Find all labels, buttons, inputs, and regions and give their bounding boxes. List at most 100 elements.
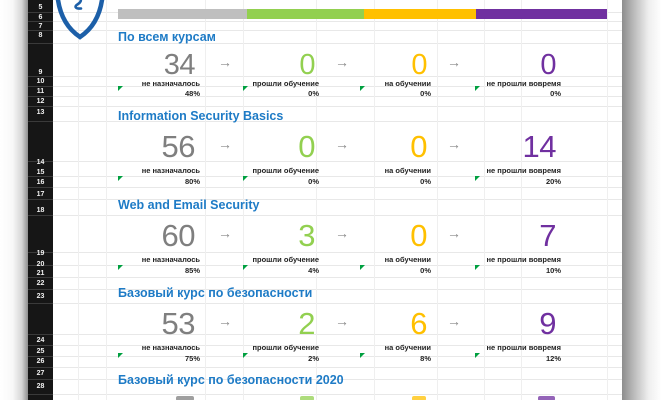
row-number-12[interactable]: 12 bbox=[36, 98, 45, 105]
flow-arrow-cell[interactable]: → bbox=[447, 136, 461, 152]
stat-label-cell[interactable]: прошли обучение bbox=[252, 343, 319, 352]
stat-value-cell[interactable]: 34 bbox=[163, 49, 196, 81]
gridline bbox=[52, 334, 622, 335]
stat-value-cell[interactable]: 6 bbox=[410, 306, 427, 341]
stat-value-cell[interactable]: 7 bbox=[539, 218, 556, 253]
row-number-22[interactable]: 22 bbox=[36, 280, 45, 287]
stat-value-cell[interactable]: 3 bbox=[298, 218, 315, 253]
row-number-23[interactable]: 23 bbox=[36, 293, 45, 300]
row-divider bbox=[28, 161, 53, 162]
stat-percent-cell[interactable]: 75% bbox=[184, 354, 200, 363]
row-number-27[interactable]: 27 bbox=[36, 370, 45, 377]
stat-value-cell[interactable]: 0 bbox=[299, 49, 315, 81]
stat-label-cell[interactable]: на обучении bbox=[384, 255, 431, 264]
stat-label-cell[interactable]: не прошли вовремя bbox=[486, 79, 561, 88]
stat-value-cell[interactable]: 60 bbox=[161, 218, 196, 253]
legend-bar-segment-in-progress bbox=[364, 9, 476, 19]
flow-arrow-cell[interactable]: → bbox=[218, 136, 232, 152]
stat-label-cell[interactable]: прошли обучение bbox=[252, 166, 319, 175]
row-number-10[interactable]: 10 bbox=[36, 78, 45, 85]
stat-value-cell[interactable]: 0 bbox=[411, 49, 427, 81]
row-number-14[interactable]: 14 bbox=[36, 159, 45, 166]
row-number-9[interactable]: 9 bbox=[38, 69, 43, 76]
row-number-16[interactable]: 16 bbox=[36, 179, 45, 186]
gridline bbox=[607, 0, 608, 400]
row-number-6[interactable]: 6 bbox=[38, 14, 43, 21]
flow-arrow-cell[interactable]: → bbox=[218, 313, 232, 329]
row-number-26[interactable]: 26 bbox=[36, 358, 45, 365]
row-divider bbox=[28, 215, 53, 216]
stat-label-cell[interactable]: не назначалось bbox=[141, 255, 200, 264]
section-title-cell[interactable]: Базовый курс по безопасности bbox=[118, 286, 313, 300]
stat-percent-cell[interactable]: 48% bbox=[184, 89, 200, 98]
stat-percent-cell[interactable]: 4% bbox=[308, 266, 319, 275]
stat-label-cell[interactable]: на обучении bbox=[384, 343, 431, 352]
stat-percent-cell[interactable]: 0% bbox=[420, 89, 431, 98]
row-number-8[interactable]: 8 bbox=[38, 32, 43, 39]
gridline bbox=[78, 0, 79, 400]
row-header-strip[interactable]: 5 6 7 8 9 10 11 12 13 14 15 16 17 18 19 20 21 22 23 24 25 26 2… bbox=[28, 0, 53, 400]
row-number-25[interactable]: 25 bbox=[36, 348, 45, 355]
stat-value-cell[interactable]: 9 bbox=[539, 306, 556, 341]
flow-arrow-cell[interactable]: → bbox=[447, 225, 461, 241]
stat-label-cell[interactable]: на обучении bbox=[384, 166, 431, 175]
stat-label-cell[interactable]: не назначалось bbox=[141, 166, 200, 175]
row-divider bbox=[28, 303, 53, 304]
row-number-15[interactable]: 15 bbox=[36, 169, 45, 176]
stat-percent-cell[interactable]: 10% bbox=[545, 266, 561, 275]
stat-percent-cell[interactable]: 12% bbox=[545, 354, 561, 363]
stat-label-cell[interactable]: не прошли вовремя bbox=[486, 166, 561, 175]
row-number-7[interactable]: 7 bbox=[38, 23, 43, 30]
flow-arrow-cell[interactable]: → bbox=[335, 225, 349, 241]
row-number-11[interactable]: 11 bbox=[36, 88, 45, 95]
row-number-24[interactable]: 24 bbox=[36, 337, 45, 344]
stat-percent-cell[interactable]: 8% bbox=[420, 354, 431, 363]
stat-value-cell[interactable]: 53 bbox=[161, 306, 196, 341]
stat-value-cell[interactable]: 56 bbox=[161, 129, 196, 164]
stat-label-cell[interactable]: не назначалось bbox=[141, 79, 200, 88]
stat-label-cell[interactable]: не назначалось bbox=[141, 343, 200, 352]
row-number-17[interactable]: 17 bbox=[36, 191, 45, 198]
flow-arrow-cell[interactable]: → bbox=[218, 54, 232, 70]
row-number-13[interactable]: 13 bbox=[36, 109, 45, 116]
gridline bbox=[52, 265, 622, 266]
error-indicator-triangle-icon bbox=[360, 86, 365, 91]
stat-value-cell[interactable]: 0 bbox=[298, 129, 315, 164]
flow-arrow-cell[interactable]: → bbox=[335, 313, 349, 329]
row-number-18[interactable]: 18 bbox=[36, 207, 45, 214]
flow-arrow-cell[interactable]: → bbox=[447, 54, 461, 70]
row-number-21[interactable]: 21 bbox=[36, 270, 45, 277]
section-title-cell[interactable]: По всем курсам bbox=[118, 30, 216, 44]
stat-label-cell[interactable]: не прошли вовремя bbox=[486, 255, 561, 264]
stat-percent-cell[interactable]: 0% bbox=[420, 266, 431, 275]
stat-label-cell[interactable]: не прошли вовремя bbox=[486, 343, 561, 352]
flow-arrow-cell[interactable]: → bbox=[218, 225, 232, 241]
flow-arrow-cell[interactable]: → bbox=[335, 54, 349, 70]
row-divider bbox=[28, 121, 53, 122]
stat-value-cell[interactable]: 2 bbox=[298, 306, 315, 341]
stat-label-cell[interactable]: на обучении bbox=[384, 79, 431, 88]
stat-value-cell[interactable]: 0 bbox=[410, 129, 427, 164]
stat-label-cell[interactable]: прошли обучение bbox=[252, 255, 319, 264]
stat-percent-cell[interactable]: 2% bbox=[308, 354, 319, 363]
row-number-28[interactable]: 28 bbox=[36, 383, 45, 390]
flow-arrow-cell[interactable]: → bbox=[447, 313, 461, 329]
row-number-5[interactable]: 5 bbox=[38, 4, 43, 11]
row-number-19[interactable]: 19 bbox=[36, 250, 45, 257]
stat-percent-cell[interactable]: 0% bbox=[308, 177, 319, 186]
stat-percent-cell[interactable]: 0% bbox=[550, 89, 561, 98]
stat-percent-cell[interactable]: 0% bbox=[420, 177, 431, 186]
stat-percent-cell[interactable]: 0% bbox=[308, 89, 319, 98]
section-title-cell[interactable]: Information Security Basics bbox=[118, 109, 284, 123]
stat-percent-cell[interactable]: 20% bbox=[545, 177, 561, 186]
stat-percent-cell[interactable]: 80% bbox=[184, 177, 200, 186]
row-number-20[interactable]: 20 bbox=[36, 261, 45, 268]
section-title-cell[interactable]: Web and Email Security bbox=[118, 198, 260, 212]
stat-label-cell[interactable]: прошли обучение bbox=[252, 79, 319, 88]
stat-value-cell[interactable]: 0 bbox=[540, 49, 556, 81]
stat-percent-cell[interactable]: 85% bbox=[184, 266, 200, 275]
stat-value-cell[interactable]: 0 bbox=[410, 218, 427, 253]
flow-arrow-cell[interactable]: → bbox=[335, 136, 349, 152]
section-title-cell[interactable]: Базовый курс по безопасности 2020 bbox=[118, 373, 344, 387]
stat-value-cell[interactable]: 14 bbox=[522, 129, 557, 164]
